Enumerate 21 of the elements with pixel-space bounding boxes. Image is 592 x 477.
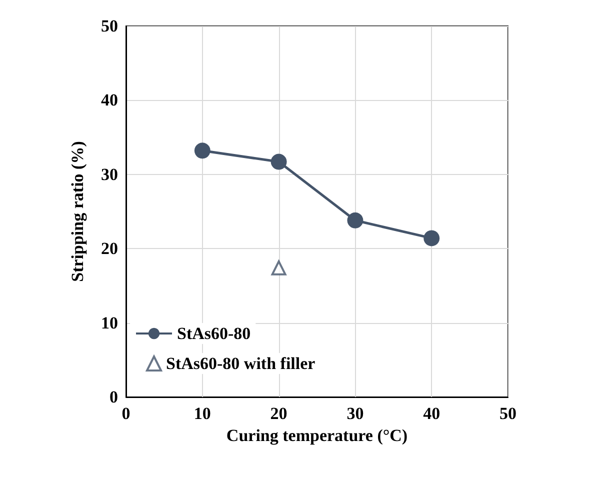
x-tick-label: 20 — [270, 404, 288, 423]
point — [424, 230, 440, 246]
x-tick-label: 10 — [194, 404, 211, 423]
x-axis-title: Curing temperature (°C) — [226, 426, 408, 445]
x-tick-label: 50 — [500, 404, 516, 423]
y-tick-label: 20 — [101, 239, 118, 258]
legend-label: StAs60-80 with filler — [166, 354, 316, 373]
point — [271, 260, 286, 276]
point — [347, 212, 364, 228]
legend-label: StAs60-80 — [177, 324, 251, 343]
point — [194, 142, 210, 159]
y-axis-title: Stripping ratio (%) — [68, 141, 87, 282]
x-tick-label: 0 — [122, 404, 130, 423]
y-tick-label: 30 — [101, 164, 118, 184]
x-tick-label: 30 — [346, 404, 364, 423]
y-tick-label: 0 — [110, 388, 118, 406]
y-tick-label: 10 — [101, 313, 118, 332]
x-tick-label: 40 — [423, 404, 440, 423]
y-tick-label: 40 — [101, 90, 118, 110]
y-tick-label: 50 — [101, 16, 118, 36]
point — [270, 154, 287, 170]
